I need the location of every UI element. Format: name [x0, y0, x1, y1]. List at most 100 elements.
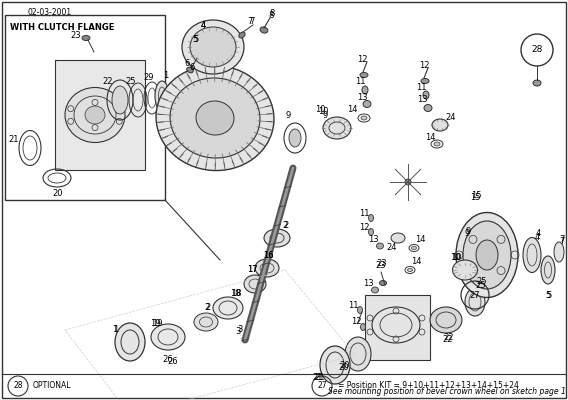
Text: 15: 15: [470, 194, 481, 202]
Ellipse shape: [244, 275, 266, 293]
Text: 5: 5: [193, 36, 198, 44]
Text: 16: 16: [262, 250, 273, 260]
Text: 5: 5: [193, 36, 199, 44]
Text: OPTIONAL: OPTIONAL: [33, 382, 72, 390]
Text: 4: 4: [536, 230, 541, 238]
Ellipse shape: [424, 104, 432, 112]
Text: WITH CLUTCH FLANGE: WITH CLUTCH FLANGE: [10, 23, 114, 32]
Text: 10: 10: [318, 108, 328, 116]
Text: 15: 15: [471, 190, 481, 200]
Text: 27: 27: [470, 290, 481, 300]
Text: 3: 3: [235, 328, 241, 336]
Ellipse shape: [407, 268, 412, 272]
Ellipse shape: [434, 142, 440, 146]
Text: 27: 27: [317, 382, 327, 390]
Ellipse shape: [423, 91, 429, 99]
Text: 11: 11: [359, 208, 369, 218]
Ellipse shape: [463, 221, 511, 289]
Ellipse shape: [190, 27, 236, 67]
Ellipse shape: [371, 287, 378, 293]
Text: 17: 17: [247, 266, 257, 274]
Text: 18: 18: [229, 288, 240, 298]
Text: 2: 2: [206, 304, 211, 312]
Ellipse shape: [533, 80, 541, 86]
Text: 26: 26: [168, 356, 178, 366]
Ellipse shape: [345, 337, 371, 371]
Text: 5: 5: [546, 292, 552, 300]
Text: 10: 10: [451, 254, 461, 262]
Ellipse shape: [289, 129, 301, 147]
Circle shape: [405, 179, 411, 185]
Text: 16: 16: [262, 250, 273, 260]
Text: 23: 23: [377, 260, 387, 268]
Ellipse shape: [82, 36, 90, 40]
Text: 13: 13: [357, 92, 367, 102]
Text: 21: 21: [315, 374, 325, 382]
Text: 7: 7: [559, 236, 565, 244]
Bar: [5, 15, 165, 200]
Text: 13: 13: [367, 236, 378, 244]
Ellipse shape: [377, 243, 383, 249]
Text: 14: 14: [346, 106, 357, 114]
Text: See mounting position of bevel crown wheel on sketch page 1: See mounting position of bevel crown whe…: [328, 388, 566, 396]
Text: 14: 14: [415, 236, 425, 244]
Text: 23: 23: [70, 32, 81, 40]
Ellipse shape: [187, 67, 193, 73]
Ellipse shape: [369, 214, 374, 222]
Ellipse shape: [541, 256, 555, 284]
Ellipse shape: [363, 100, 371, 108]
Text: 7: 7: [247, 18, 253, 26]
Text: 12: 12: [351, 318, 361, 326]
Text: 20: 20: [339, 364, 349, 372]
Ellipse shape: [391, 233, 405, 243]
Ellipse shape: [369, 228, 374, 236]
Ellipse shape: [554, 242, 564, 262]
Text: 28: 28: [531, 46, 542, 54]
Ellipse shape: [323, 117, 351, 139]
Text: 23: 23: [375, 262, 386, 270]
Text: 12: 12: [419, 60, 429, 70]
Ellipse shape: [239, 32, 245, 38]
Text: 1: 1: [112, 326, 118, 334]
Ellipse shape: [196, 101, 234, 135]
Bar: [365, 295, 430, 360]
Ellipse shape: [523, 238, 541, 272]
Text: 11: 11: [416, 82, 426, 92]
Ellipse shape: [260, 27, 268, 33]
Text: 22: 22: [103, 78, 113, 86]
Text: 25: 25: [477, 278, 487, 286]
Text: 11: 11: [348, 300, 358, 310]
Text: 25: 25: [476, 280, 486, 290]
Text: 4: 4: [201, 22, 206, 30]
Text: 12: 12: [357, 56, 367, 64]
Ellipse shape: [361, 116, 367, 120]
Text: 14: 14: [425, 134, 435, 142]
Ellipse shape: [213, 297, 243, 319]
Text: 22: 22: [444, 334, 454, 342]
Text: 6: 6: [184, 60, 190, 68]
Text: 18: 18: [231, 288, 241, 298]
Ellipse shape: [453, 260, 478, 280]
Ellipse shape: [170, 78, 260, 158]
Text: 9: 9: [285, 110, 291, 120]
Ellipse shape: [182, 20, 244, 74]
Ellipse shape: [320, 346, 350, 384]
Text: 8: 8: [268, 10, 274, 20]
Text: 12: 12: [359, 224, 369, 232]
Text: 17: 17: [247, 266, 257, 274]
Ellipse shape: [112, 86, 128, 114]
Text: 2: 2: [204, 304, 210, 312]
Text: 21: 21: [9, 136, 19, 144]
Text: 9: 9: [465, 228, 471, 236]
Text: 1: 1: [114, 326, 119, 334]
Text: 8: 8: [269, 10, 275, 18]
Text: 4: 4: [201, 22, 206, 30]
Text: 5: 5: [545, 290, 550, 300]
Ellipse shape: [115, 323, 145, 361]
Text: 7: 7: [249, 16, 254, 26]
Ellipse shape: [264, 229, 290, 247]
Ellipse shape: [456, 212, 518, 298]
Ellipse shape: [156, 66, 274, 170]
Text: 6: 6: [189, 64, 195, 72]
Ellipse shape: [357, 306, 362, 314]
